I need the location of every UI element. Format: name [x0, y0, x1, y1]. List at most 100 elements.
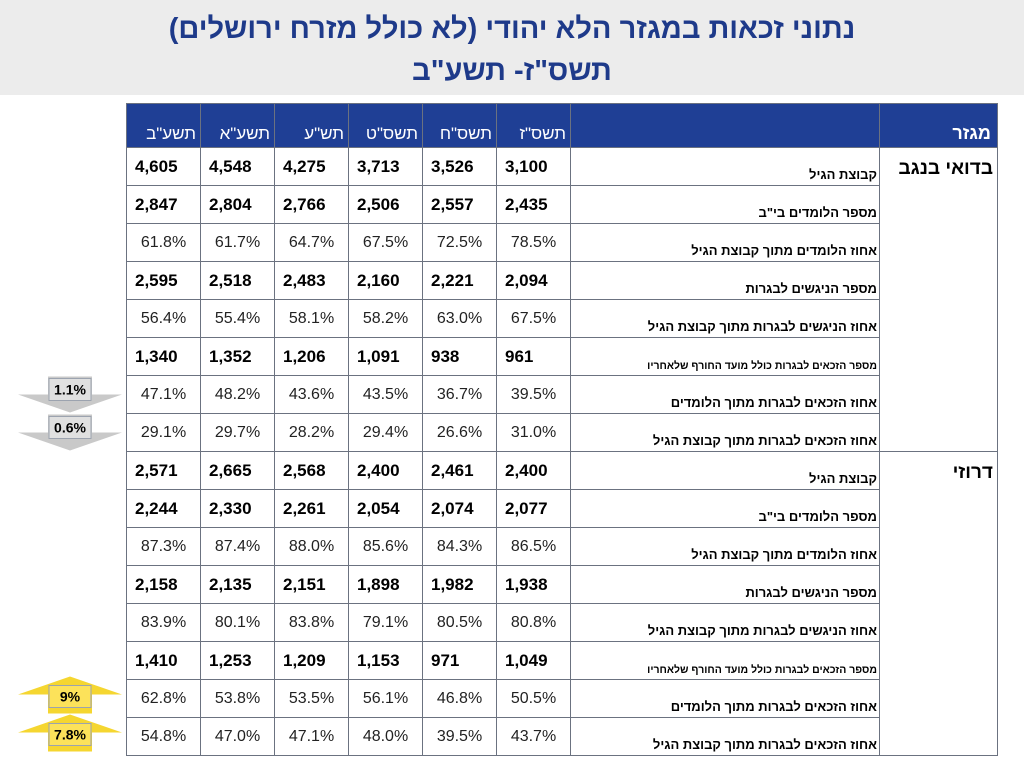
value-cell: 2,094: [496, 261, 571, 300]
value-cell: 47.1%: [274, 717, 349, 756]
value-cell: 43.5%: [348, 375, 423, 414]
row-label: אחוז הזכאים לבגרות מתוך הלומדים: [570, 375, 880, 414]
sector-label: דרוזי: [879, 451, 998, 756]
value-cell: 2,077: [496, 489, 571, 528]
value-cell: 56.1%: [348, 679, 423, 718]
value-cell: 80.5%: [422, 603, 497, 642]
value-cell: 55.4%: [200, 299, 275, 338]
value-cell: 36.7%: [422, 375, 497, 414]
value-cell: 29.4%: [348, 413, 423, 452]
value-cell: 87.3%: [126, 527, 201, 566]
label-column-header: [570, 103, 880, 148]
value-cell: 53.8%: [200, 679, 275, 718]
table-row: 47.1% 48.2% 43.6% 43.5% 36.7% 39.5% אחוז הזכאי…: [126, 375, 998, 414]
row-label: קבוצת הגיל: [570, 451, 880, 490]
row-label: אחוז הניגשים לבגרות מתוך קבוצת הגיל: [570, 603, 880, 642]
column-header: תשס"ז: [496, 103, 571, 148]
column-header: תשע"ב: [126, 103, 201, 148]
value-cell: 2,151: [274, 565, 349, 604]
value-cell: 2,557: [422, 185, 497, 224]
value-cell: 2,160: [348, 261, 423, 300]
value-cell: 3,713: [348, 147, 423, 186]
down-arrow-annotation: 0.6%: [18, 414, 122, 451]
arrow-label-box: [48, 378, 92, 401]
value-cell: 2,804: [200, 185, 275, 224]
value-cell: 1,091: [348, 337, 423, 376]
table-row: 56.4% 55.4% 58.1% 58.2% 63.0% 67.5% אחוז הניגש…: [126, 299, 998, 338]
value-cell: 2,766: [274, 185, 349, 224]
title-band: נתוני זכאות במגזר הלא יהודי (לא כולל מזר…: [0, 0, 1024, 95]
value-cell: 2,158: [126, 565, 201, 604]
row-label: מספר הלומדים בי"ב: [570, 185, 880, 224]
value-cell: 58.1%: [274, 299, 349, 338]
value-cell: 1,206: [274, 337, 349, 376]
value-cell: 58.2%: [348, 299, 423, 338]
value-cell: 67.5%: [348, 223, 423, 262]
row-label: אחוז הזכאים לבגרות מתוך קבוצת הגיל: [570, 717, 880, 756]
value-cell: 67.5%: [496, 299, 571, 338]
row-label: מספר הניגשים לבגרות: [570, 261, 880, 300]
value-cell: 47.0%: [200, 717, 275, 756]
value-cell: 2,568: [274, 451, 349, 490]
sector-label: בדואי בנגב: [879, 147, 998, 452]
value-cell: 971: [422, 641, 497, 680]
value-cell: 2,221: [422, 261, 497, 300]
value-cell: 961: [496, 337, 571, 376]
eligibility-table: תשע"ב תשע"א תש"ע תשס"ט תשס"ח תשס"ז מגזר 4,605 4,…: [126, 103, 998, 756]
value-cell: 72.5%: [422, 223, 497, 262]
table-row: 2,244 2,330 2,261 2,054 2,074 2,077 מספר הלומד…: [126, 489, 998, 528]
value-cell: 83.8%: [274, 603, 349, 642]
row-label: מספר הלומדים בי"ב: [570, 489, 880, 528]
value-cell: 86.5%: [496, 527, 571, 566]
value-cell: 2,400: [348, 451, 423, 490]
table-row: 2,595 2,518 2,483 2,160 2,221 2,094 מספר הניגש…: [126, 261, 998, 300]
value-cell: 78.5%: [496, 223, 571, 262]
value-cell: 83.9%: [126, 603, 201, 642]
value-cell: 2,595: [126, 261, 201, 300]
arrow-label: 9%: [60, 689, 81, 705]
table-row: 1,340 1,352 1,206 1,091 938 961 מספר הזכאים לב…: [126, 337, 998, 376]
value-cell: 53.5%: [274, 679, 349, 718]
value-cell: 2,074: [422, 489, 497, 528]
change-arrows: 1.1% 0.6% 9% 7.8%: [18, 376, 122, 752]
value-cell: 85.6%: [348, 527, 423, 566]
table-row: 2,158 2,135 2,151 1,898 1,982 1,938 מספר הניגש…: [126, 565, 998, 604]
value-cell: 1,938: [496, 565, 571, 604]
value-cell: 1,253: [200, 641, 275, 680]
arrow-label: 7.8%: [54, 727, 86, 743]
value-cell: 1,049: [496, 641, 571, 680]
column-header: תש"ע: [274, 103, 349, 148]
table-row: 2,847 2,804 2,766 2,506 2,557 2,435 מספר הלומד…: [126, 185, 998, 224]
row-label: מספר הניגשים לבגרות: [570, 565, 880, 604]
value-cell: 1,340: [126, 337, 201, 376]
table-row: 1,410 1,253 1,209 1,153 971 1,049 מספר הזכאים …: [126, 641, 998, 680]
value-cell: 26.6%: [422, 413, 497, 452]
value-cell: 64.7%: [274, 223, 349, 262]
row-label: אחוז הניגשים לבגרות מתוך קבוצת הגיל: [570, 299, 880, 338]
column-header: תשע"א: [200, 103, 275, 148]
up-arrow-annotation: 7.8%: [18, 714, 122, 752]
row-label: אחוז הזכאים לבגרות מתוך קבוצת הגיל: [570, 413, 880, 452]
value-cell: 2,330: [200, 489, 275, 528]
table-row: 83.9% 80.1% 83.8% 79.1% 80.5% 80.8% אחוז הניגש…: [126, 603, 998, 642]
value-cell: 88.0%: [274, 527, 349, 566]
value-cell: 50.5%: [496, 679, 571, 718]
value-cell: 2,571: [126, 451, 201, 490]
value-cell: 39.5%: [422, 717, 497, 756]
value-cell: 2,261: [274, 489, 349, 528]
page-title: נתוני זכאות במגזר הלא יהודי (לא כולל מזר…: [168, 13, 856, 45]
up-arrow-annotation: 9%: [18, 676, 122, 714]
value-cell: 48.2%: [200, 375, 275, 414]
table-row: 29.1% 29.7% 28.2% 29.4% 26.6% 31.0% אחוז הזכאי…: [126, 413, 998, 452]
row-label: מספר הזכאים לבגרות כולל מועד החורף שלאחר…: [570, 337, 880, 376]
row-label: קבוצת הגיל: [570, 147, 880, 186]
value-cell: 80.8%: [496, 603, 571, 642]
table-row: 61.8% 61.7% 64.7% 67.5% 72.5% 78.5% אחוז הלומד…: [126, 223, 998, 262]
value-cell: 29.7%: [200, 413, 275, 452]
column-header: תשס"ט: [348, 103, 423, 148]
table-row: 54.8% 47.0% 47.1% 48.0% 39.5% 43.7% אחוז הזכאי…: [126, 717, 998, 756]
page-subtitle: תשס"ז- תשע"ב: [412, 55, 612, 87]
arrow-label-box: [48, 685, 92, 708]
value-cell: 2,847: [126, 185, 201, 224]
row-label: מספר הזכאים לבגרות כולל מועד החורף שלאחר…: [570, 641, 880, 680]
